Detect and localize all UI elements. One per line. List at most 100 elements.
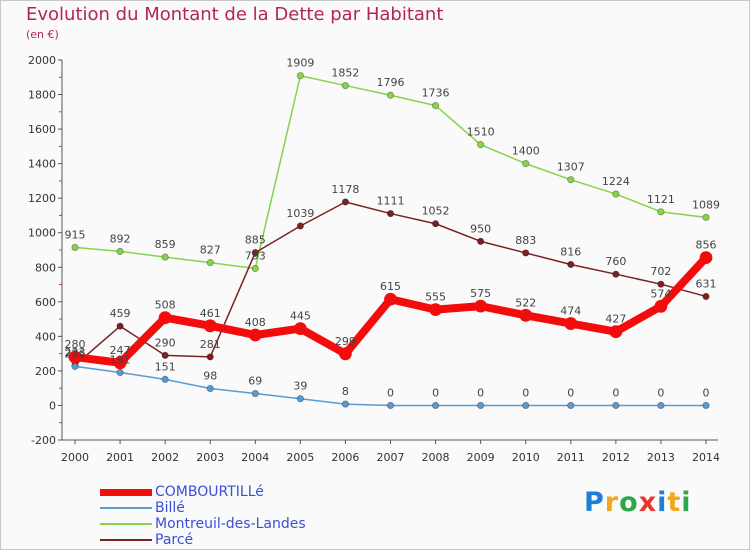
x-tick-label: 2007	[377, 451, 405, 464]
data-label: 474	[560, 305, 581, 318]
data-label: 233	[65, 346, 86, 359]
data-point	[161, 351, 169, 359]
legend-label-combourtille: COMBOURTILLé	[155, 484, 264, 500]
data-point	[71, 362, 79, 371]
data-point	[567, 401, 575, 410]
data-label: 631	[696, 277, 717, 290]
data-point	[341, 81, 350, 90]
data-point	[203, 319, 217, 333]
data-label: 0	[477, 386, 484, 399]
data-point	[564, 317, 578, 330]
data-point	[116, 247, 124, 255]
data-point	[657, 280, 665, 288]
data-point	[386, 401, 395, 410]
y-tick-label: 1200	[28, 192, 56, 205]
data-label: 427	[605, 313, 626, 326]
proxiti-logo: Proxiti	[584, 487, 692, 518]
x-tick-label: 2006	[331, 451, 359, 464]
data-label: 555	[425, 291, 446, 304]
x-tick-label: 2001	[106, 451, 134, 464]
data-point	[477, 401, 485, 410]
data-label: 760	[605, 255, 626, 268]
data-point	[386, 91, 395, 99]
data-label: 445	[290, 310, 311, 323]
data-label: 8	[342, 385, 349, 398]
data-label: 1121	[647, 193, 675, 206]
logo-letter: i	[681, 487, 692, 518]
data-label: 793	[245, 249, 266, 262]
data-label: 226	[65, 347, 86, 360]
logo-letter: x	[638, 487, 658, 518]
data-label: 299	[335, 335, 356, 348]
data-label: 69	[248, 375, 262, 388]
data-label: 1039	[286, 207, 314, 220]
data-point	[248, 328, 262, 342]
data-label: 191	[110, 353, 131, 366]
data-label: 0	[567, 386, 574, 399]
y-tick-label: 1800	[28, 89, 56, 102]
data-label: 827	[200, 244, 221, 257]
data-label: 1089	[692, 198, 720, 211]
data-label: 280	[65, 338, 86, 351]
data-point	[251, 248, 259, 257]
data-label: 702	[650, 265, 671, 278]
data-point	[386, 209, 395, 218]
x-tick-label: 2009	[467, 451, 495, 464]
data-point	[657, 401, 665, 410]
data-label: 892	[110, 232, 131, 245]
data-label: 408	[245, 316, 266, 329]
x-tick-label: 2005	[286, 451, 314, 464]
data-point	[116, 322, 124, 330]
data-point	[522, 249, 530, 257]
data-label: 281	[200, 338, 221, 351]
y-tick-label: 200	[35, 365, 56, 378]
data-label: 1736	[422, 87, 450, 100]
x-tick-label: 2011	[557, 451, 585, 464]
x-tick-label: 2004	[241, 451, 269, 464]
data-point	[251, 389, 259, 398]
data-point	[519, 308, 533, 322]
data-point	[431, 102, 440, 110]
x-tick-label: 2000	[61, 451, 89, 464]
data-label: 816	[560, 246, 581, 259]
data-point	[474, 299, 488, 313]
data-label: 247	[110, 344, 131, 357]
chart-series	[68, 72, 713, 410]
data-label: 574	[650, 287, 671, 300]
data-label: 859	[155, 238, 176, 251]
data-label: 1052	[422, 205, 450, 218]
data-label: 915	[65, 228, 86, 241]
y-tick-label: 2000	[28, 54, 56, 67]
chart-subtitle: (en €)	[26, 28, 59, 41]
x-tick-label: 2014	[692, 451, 720, 464]
data-point	[296, 72, 304, 80]
x-tick-label: 2012	[602, 451, 630, 464]
data-label: 1224	[602, 175, 630, 188]
data-point	[161, 253, 169, 261]
logo-letter: o	[619, 487, 639, 518]
data-label: 151	[155, 360, 176, 373]
y-tick-label: 400	[35, 330, 56, 343]
data-label: 1796	[377, 76, 405, 89]
data-point	[296, 222, 304, 230]
legend-swatch-montreuil-des-landes	[100, 523, 152, 525]
y-tick-label: 600	[35, 296, 56, 309]
data-point	[339, 347, 352, 361]
logo-letter: t	[667, 487, 682, 518]
data-label: 0	[522, 386, 529, 399]
data-point	[429, 303, 442, 316]
logo-letter: r	[604, 487, 620, 518]
data-point	[702, 213, 710, 221]
data-label: 950	[470, 222, 491, 235]
y-tick-label: 1000	[28, 227, 56, 240]
data-point	[522, 160, 530, 168]
chart-axes: -200020040060080010001200140016001800200…	[28, 54, 720, 464]
data-label: 1852	[331, 67, 359, 80]
data-label: 522	[515, 296, 536, 309]
data-label: 885	[245, 234, 266, 247]
data-point	[68, 350, 82, 364]
data-point	[206, 353, 214, 361]
data-label: 1909	[286, 57, 314, 70]
data-label: 0	[657, 386, 664, 399]
